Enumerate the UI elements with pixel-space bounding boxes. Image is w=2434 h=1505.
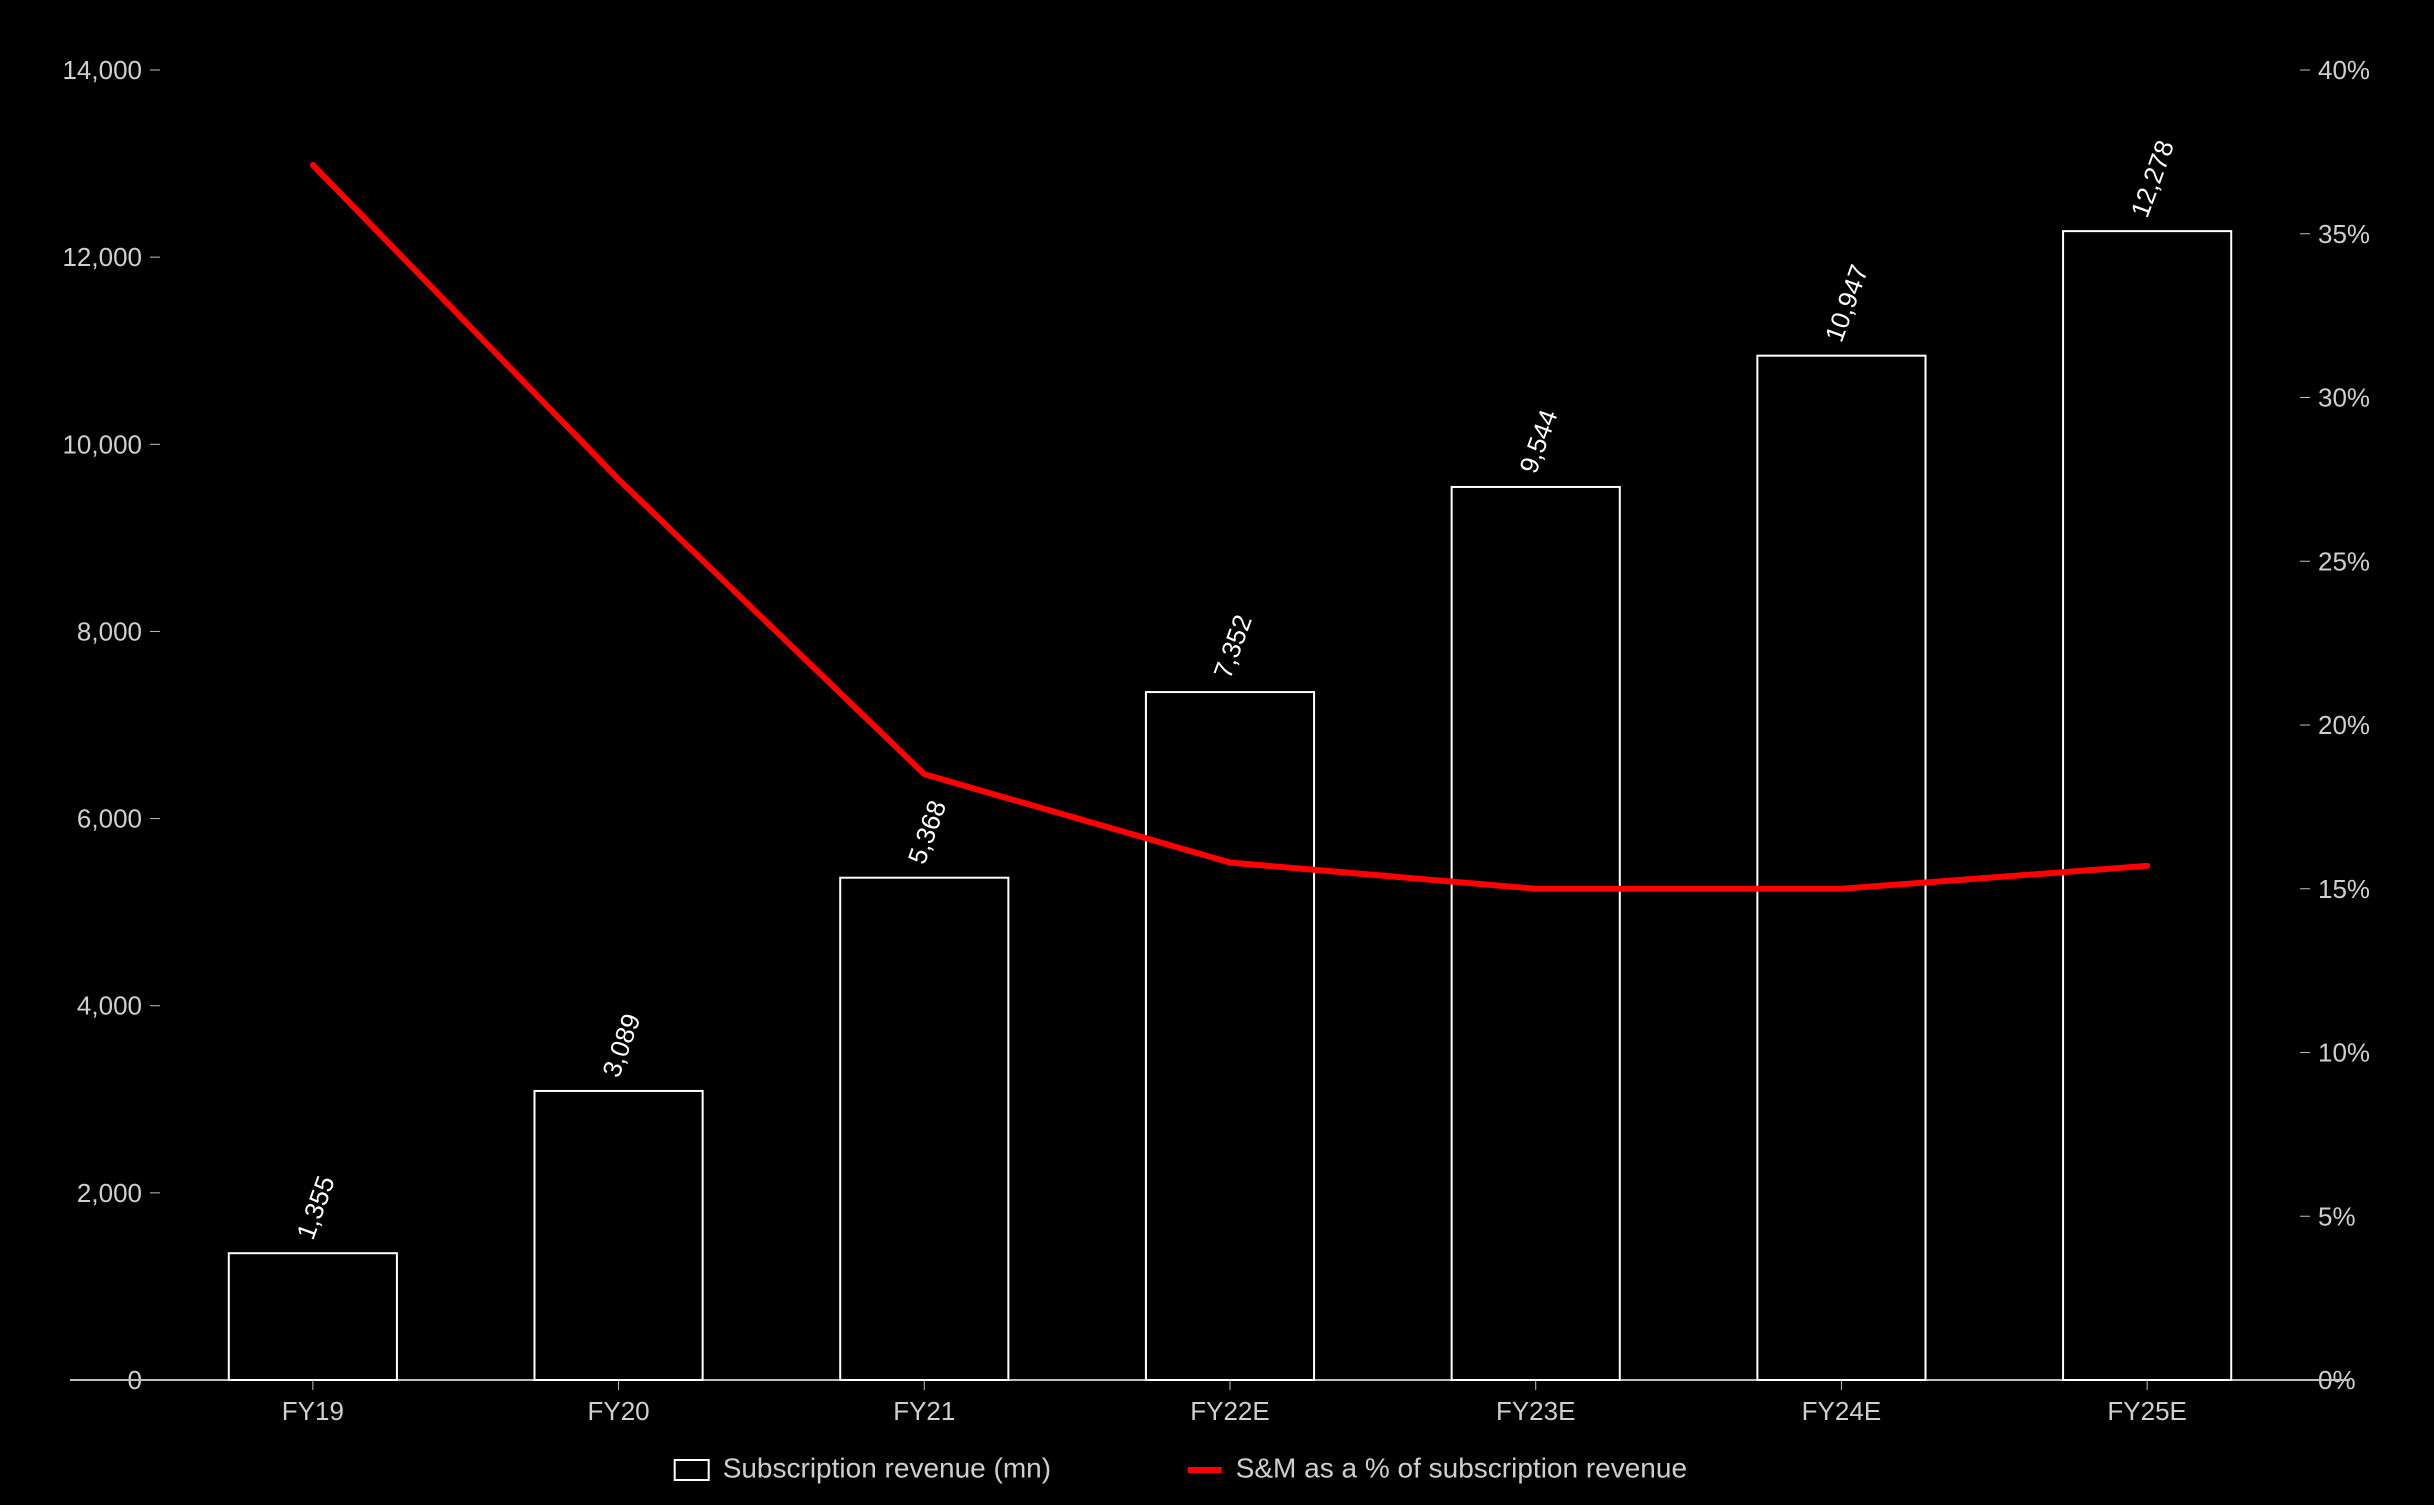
y-left-tick-label: 2,000: [77, 1178, 142, 1208]
y-left-tick-label: 12,000: [62, 242, 142, 272]
y-right-tick-label: 10%: [2318, 1038, 2370, 1068]
y-left-tick-label: 14,000: [62, 55, 142, 85]
y-right-tick-label: 20%: [2318, 710, 2370, 740]
y-left-tick-label: 10,000: [62, 429, 142, 459]
y-right-tick-label: 15%: [2318, 874, 2370, 904]
y-right-tick-label: 30%: [2318, 383, 2370, 413]
x-tick-label: FY24E: [1802, 1396, 1882, 1426]
bar: [1146, 692, 1314, 1380]
y-right-tick-label: 5%: [2318, 1201, 2356, 1231]
y-left-tick-label: 4,000: [77, 991, 142, 1021]
bar: [229, 1253, 397, 1380]
x-tick-label: FY21: [893, 1396, 955, 1426]
revenue-and-sm-chart: 02,0004,0006,0008,00010,00012,00014,0000…: [0, 0, 2434, 1505]
bar: [535, 1091, 703, 1380]
chart-container: 02,0004,0006,0008,00010,00012,00014,0000…: [0, 0, 2434, 1505]
y-right-tick-label: 35%: [2318, 219, 2370, 249]
x-tick-label: FY22E: [1190, 1396, 1270, 1426]
bar: [2063, 231, 2231, 1380]
y-right-tick-label: 40%: [2318, 55, 2370, 85]
legend-label: Subscription revenue (mn): [723, 1452, 1051, 1483]
y-left-tick-label: 8,000: [77, 616, 142, 646]
bar: [1452, 487, 1620, 1380]
x-tick-label: FY25E: [2107, 1396, 2187, 1426]
y-right-tick-label: 25%: [2318, 546, 2370, 576]
x-tick-label: FY20: [587, 1396, 649, 1426]
x-tick-label: FY19: [282, 1396, 344, 1426]
legend-swatch-bar: [675, 1460, 709, 1480]
bar: [1757, 356, 1925, 1380]
x-tick-label: FY23E: [1496, 1396, 1576, 1426]
y-left-tick-label: 6,000: [77, 804, 142, 834]
legend-label: S&M as a % of subscription revenue: [1236, 1452, 1687, 1483]
bar: [840, 878, 1008, 1380]
